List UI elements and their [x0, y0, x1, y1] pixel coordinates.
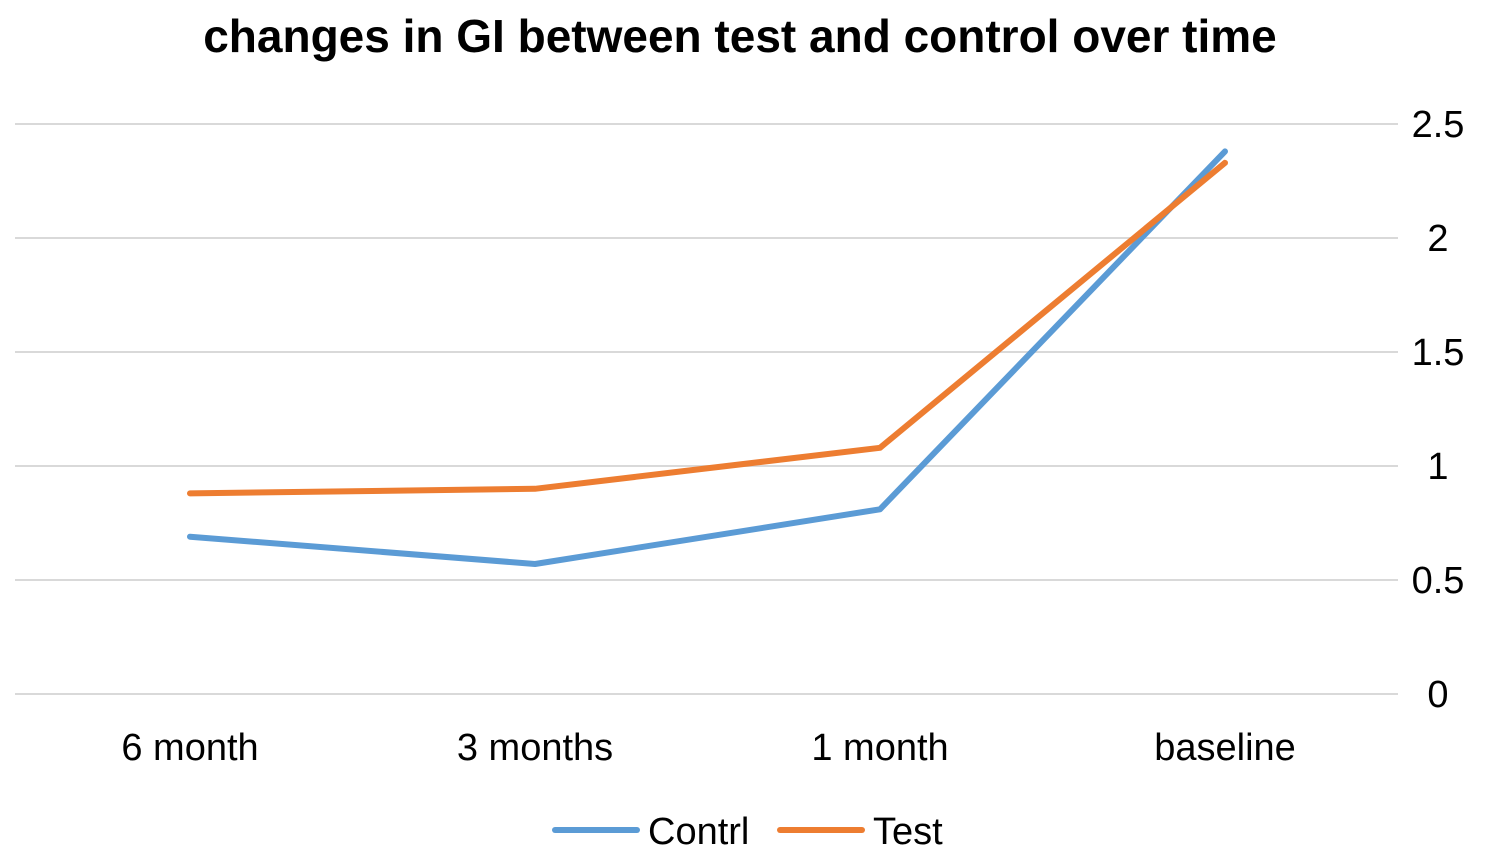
series-line-contrl — [187, 148, 1228, 567]
y-tick-label: 1.5 — [1412, 332, 1465, 374]
series-lines — [187, 148, 1228, 567]
y-tick-label: 0.5 — [1412, 560, 1465, 602]
legend-label-test: Test — [873, 811, 943, 853]
x-tick-label: 3 months — [457, 727, 613, 769]
y-tick-label: 1 — [1427, 446, 1448, 488]
legend: Contrl Test — [552, 811, 943, 853]
x-tick-label: baseline — [1154, 727, 1296, 769]
x-axis-ticks: 6 month 3 months 1 month baseline — [121, 727, 1295, 769]
chart-title: changes in GI between test and control o… — [203, 10, 1277, 62]
legend-label-contrl: Contrl — [648, 811, 749, 853]
y-tick-label: 0 — [1427, 674, 1448, 716]
gridlines — [15, 123, 1398, 695]
y-axis-ticks: 0 0.5 1 1.5 2 2.5 — [1412, 104, 1465, 716]
y-tick-label: 2.5 — [1412, 104, 1465, 146]
y-tick-label: 2 — [1427, 218, 1448, 260]
x-tick-label: 6 month — [121, 727, 258, 769]
series-line-test — [187, 159, 1228, 497]
x-tick-label: 1 month — [811, 727, 948, 769]
